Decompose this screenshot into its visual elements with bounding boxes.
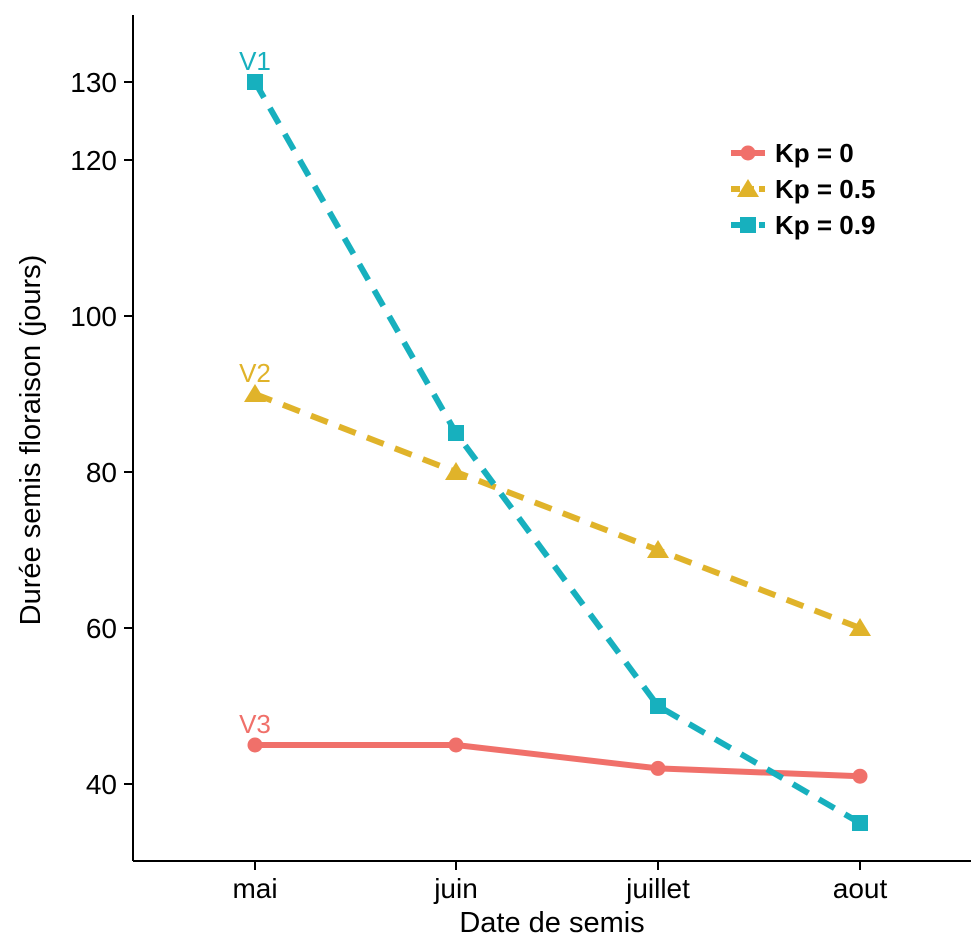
plot-series: V3 V2 V1 — [239, 46, 871, 831]
y-tick-label: 120 — [70, 145, 117, 176]
data-point — [852, 768, 868, 784]
legend-label: Kp = 0.5 — [775, 174, 875, 204]
x-tick-label: mai — [232, 873, 277, 904]
legend-label: Kp = 0.9 — [775, 210, 875, 240]
data-point — [244, 384, 266, 402]
x-tick-label: aout — [833, 873, 888, 904]
y-ticks: 40 60 80 100 120 130 — [70, 67, 133, 800]
legend: Kp = 0 Kp = 0.5 Kp = 0.9 — [731, 138, 875, 240]
series-line — [252, 80, 862, 826]
data-point — [849, 618, 871, 636]
series-line — [255, 742, 861, 780]
series-triangle: V2 — [239, 358, 871, 636]
data-point — [448, 737, 464, 753]
y-tick-label: 60 — [86, 613, 117, 644]
point-label: V1 — [239, 46, 271, 76]
x-ticks: mai juin juillet aout — [232, 861, 887, 904]
y-axis-title: Durée semis floraison (jours) — [15, 255, 47, 626]
point-label: V3 — [239, 709, 271, 739]
data-point — [650, 760, 666, 776]
data-point — [852, 815, 868, 831]
legend-key-marker — [737, 179, 759, 197]
legend-key-marker — [740, 145, 756, 161]
data-point — [247, 737, 263, 753]
data-point — [647, 540, 669, 558]
legend-item: Kp = 0 — [731, 138, 854, 168]
data-point — [247, 74, 263, 90]
series-square: V1 — [239, 46, 868, 831]
legend-label: Kp = 0 — [775, 138, 854, 168]
point-label: V2 — [239, 358, 271, 388]
data-point — [650, 698, 666, 714]
legend-item: Kp = 0.5 — [731, 174, 875, 204]
y-tick-label: 130 — [70, 67, 117, 98]
y-tick-label: 40 — [86, 769, 117, 800]
legend-item: Kp = 0.9 — [731, 210, 875, 240]
x-tick-label: juillet — [625, 873, 690, 904]
y-tick-label: 100 — [70, 301, 117, 332]
axes: 40 60 80 100 120 130 mai juin juillet aout Date … — [15, 15, 971, 939]
data-point — [448, 425, 464, 441]
data-point — [445, 462, 467, 480]
legend-key-marker — [740, 217, 756, 233]
y-tick-label: 80 — [86, 457, 117, 488]
series-line — [253, 391, 862, 631]
x-axis-title: Date de semis — [459, 907, 644, 939]
series-circle: V3 — [239, 709, 868, 784]
x-tick-label: juin — [433, 873, 478, 904]
